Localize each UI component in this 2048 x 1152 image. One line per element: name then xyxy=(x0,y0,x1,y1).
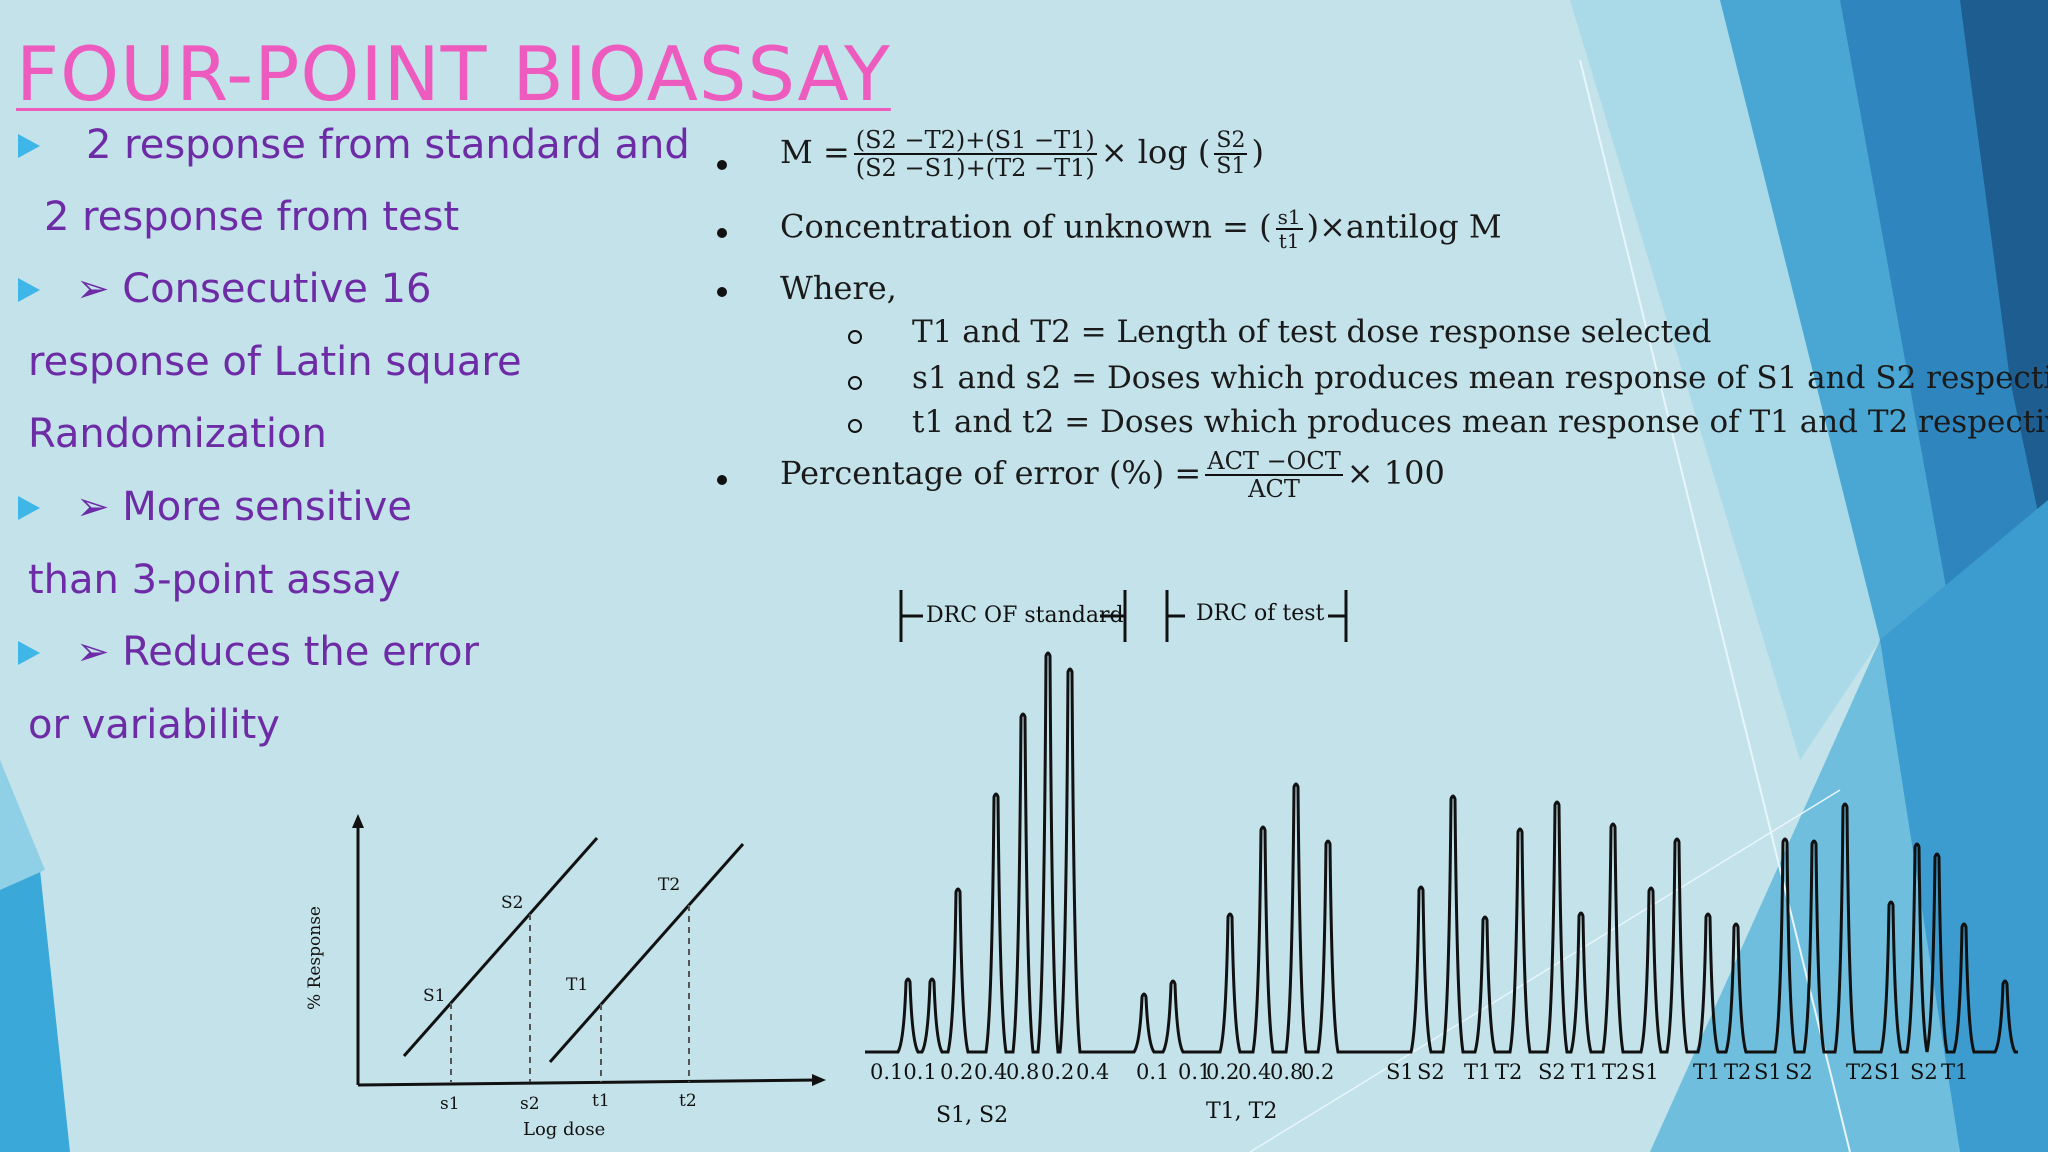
x-axis-arrow-icon xyxy=(812,1074,826,1086)
trace-x-label: S2 xyxy=(1785,1060,1813,1084)
bullet-2-line-3: Randomization xyxy=(28,411,327,457)
x-tick-t2: t2 xyxy=(679,1091,697,1111)
bullet-dot-icon xyxy=(717,287,727,297)
bullet-1-line-1: 2 response from standard and xyxy=(86,122,690,168)
trace-x-label: S2 xyxy=(1910,1060,1938,1084)
trace-x-label: 0.2 xyxy=(940,1060,973,1084)
trace-x-label: S1 xyxy=(1874,1060,1902,1084)
graph-ylabel: % Response xyxy=(305,906,325,1010)
trace-x-label: S1 xyxy=(1754,1060,1782,1084)
sub-bullet-icon xyxy=(848,419,862,433)
bullet-3-line-2: than 3-point assay xyxy=(28,557,401,603)
where-item-3: t1 and t2 = Doses which produces mean re… xyxy=(912,404,2048,440)
trace-x-label: T2 xyxy=(1724,1060,1751,1084)
bullet-2-line-1: ➢ Consecutive 16 xyxy=(76,266,431,312)
trace-x-label: T2 xyxy=(1602,1060,1629,1084)
trace-x-label: T2 xyxy=(1495,1060,1522,1084)
trace-x-label: 0.1 xyxy=(1136,1060,1169,1084)
trace-line xyxy=(865,653,2018,1052)
error-formula: Percentage of error (%) = ACT −OCT ACT × 10… xyxy=(780,448,1445,503)
where-item-2: s1 and s2 = Doses which produces mean re… xyxy=(912,360,2048,396)
bullet-3-line-1: ➢ More sensitive xyxy=(76,484,412,530)
trace-x-label: T2 xyxy=(1846,1060,1873,1084)
trace-x-label: S2 xyxy=(1417,1060,1445,1084)
header-test: DRC of test xyxy=(1196,601,1325,626)
trace-x-label: 0.2 xyxy=(1206,1060,1239,1084)
trace-x-label: S1 xyxy=(1631,1060,1659,1084)
bullet-4-line-2: or variability xyxy=(28,702,280,748)
trace-x-label: T1 xyxy=(1693,1060,1720,1084)
trace-x-label: 0.4 xyxy=(1076,1060,1109,1084)
bullet-marker-icon xyxy=(18,496,40,520)
trace-x-label: S2 xyxy=(1538,1060,1566,1084)
header-standard: DRC OF standard xyxy=(926,603,1124,628)
trace-x-label: T1 xyxy=(1464,1060,1491,1084)
bullet-4-line-1: ➢ Reduces the error xyxy=(76,629,479,675)
trace-x-label: 0.10.1 xyxy=(870,1060,937,1084)
group-label-t: T1, T2 xyxy=(1206,1099,1277,1124)
trace-x-label: 0.8 xyxy=(1006,1060,1039,1084)
bullet-dot-icon xyxy=(717,228,727,238)
sub-bullet-icon xyxy=(848,330,862,344)
m-formula: M = (S2 −T2)+(S1 −T1) (S2 −S1)+(T2 −T1) × l… xyxy=(780,127,1264,182)
trace-x-label: 0.4 xyxy=(974,1060,1007,1084)
x-tick-t1: t1 xyxy=(592,1091,610,1111)
dose-response-graph: % Response Log dose S1 S2 T1 T2 s1 s2 t1… xyxy=(290,810,830,1150)
trace-x-label: S1 xyxy=(1386,1060,1414,1084)
trace-x-label: T1 xyxy=(1571,1060,1598,1084)
where-item-1: T1 and T2 = Length of test dose response… xyxy=(912,314,1711,350)
bullet-marker-icon xyxy=(18,278,40,302)
page-title: FOUR-POINT BIOASSAY xyxy=(16,30,891,118)
line-label-s1: S1 xyxy=(423,986,445,1006)
test-line xyxy=(550,844,743,1062)
trace-x-label: 0.4 xyxy=(1238,1060,1271,1084)
line-label-t1: T1 xyxy=(566,975,588,995)
trace-x-label: 0.2 xyxy=(1041,1060,1074,1084)
trace-x-label: 0.8 xyxy=(1270,1060,1303,1084)
concentration-formula: Concentration of unknown = (s1 t1)×antilo… xyxy=(780,206,1502,252)
bullet-marker-icon xyxy=(18,134,40,158)
group-label-s: S1, S2 xyxy=(936,1103,1008,1128)
bullet-2-line-2: response of Latin square xyxy=(28,339,522,385)
trace-x-labels: 0.10.1 0.2 0.40.8 0.2 0.4 0.1 0.10.20.40.80.2 S… xyxy=(870,1060,1968,1084)
y-axis-arrow-icon xyxy=(352,814,364,828)
standard-line xyxy=(404,838,597,1056)
bullet-dot-icon xyxy=(717,160,727,170)
response-trace: DRC OF standard DRC of test 0.10.1 0.2 0.4… xyxy=(860,580,2020,1140)
graph-xlabel: Log dose xyxy=(523,1119,605,1140)
sub-bullet-icon xyxy=(848,376,862,390)
x-tick-s1: s1 xyxy=(440,1094,460,1114)
x-axis xyxy=(358,1080,818,1085)
where-label: Where, xyxy=(780,269,897,307)
line-label-t2: T2 xyxy=(658,875,680,895)
trace-x-label: 0.2 xyxy=(1301,1060,1334,1084)
bullet-dot-icon xyxy=(717,475,727,485)
line-label-s2: S2 xyxy=(501,893,523,913)
trace-x-label: T1 xyxy=(1941,1060,1968,1084)
bullet-marker-icon xyxy=(18,641,40,665)
x-tick-s2: s2 xyxy=(520,1094,540,1114)
bullet-1-line-2: 2 response from test xyxy=(44,194,459,240)
